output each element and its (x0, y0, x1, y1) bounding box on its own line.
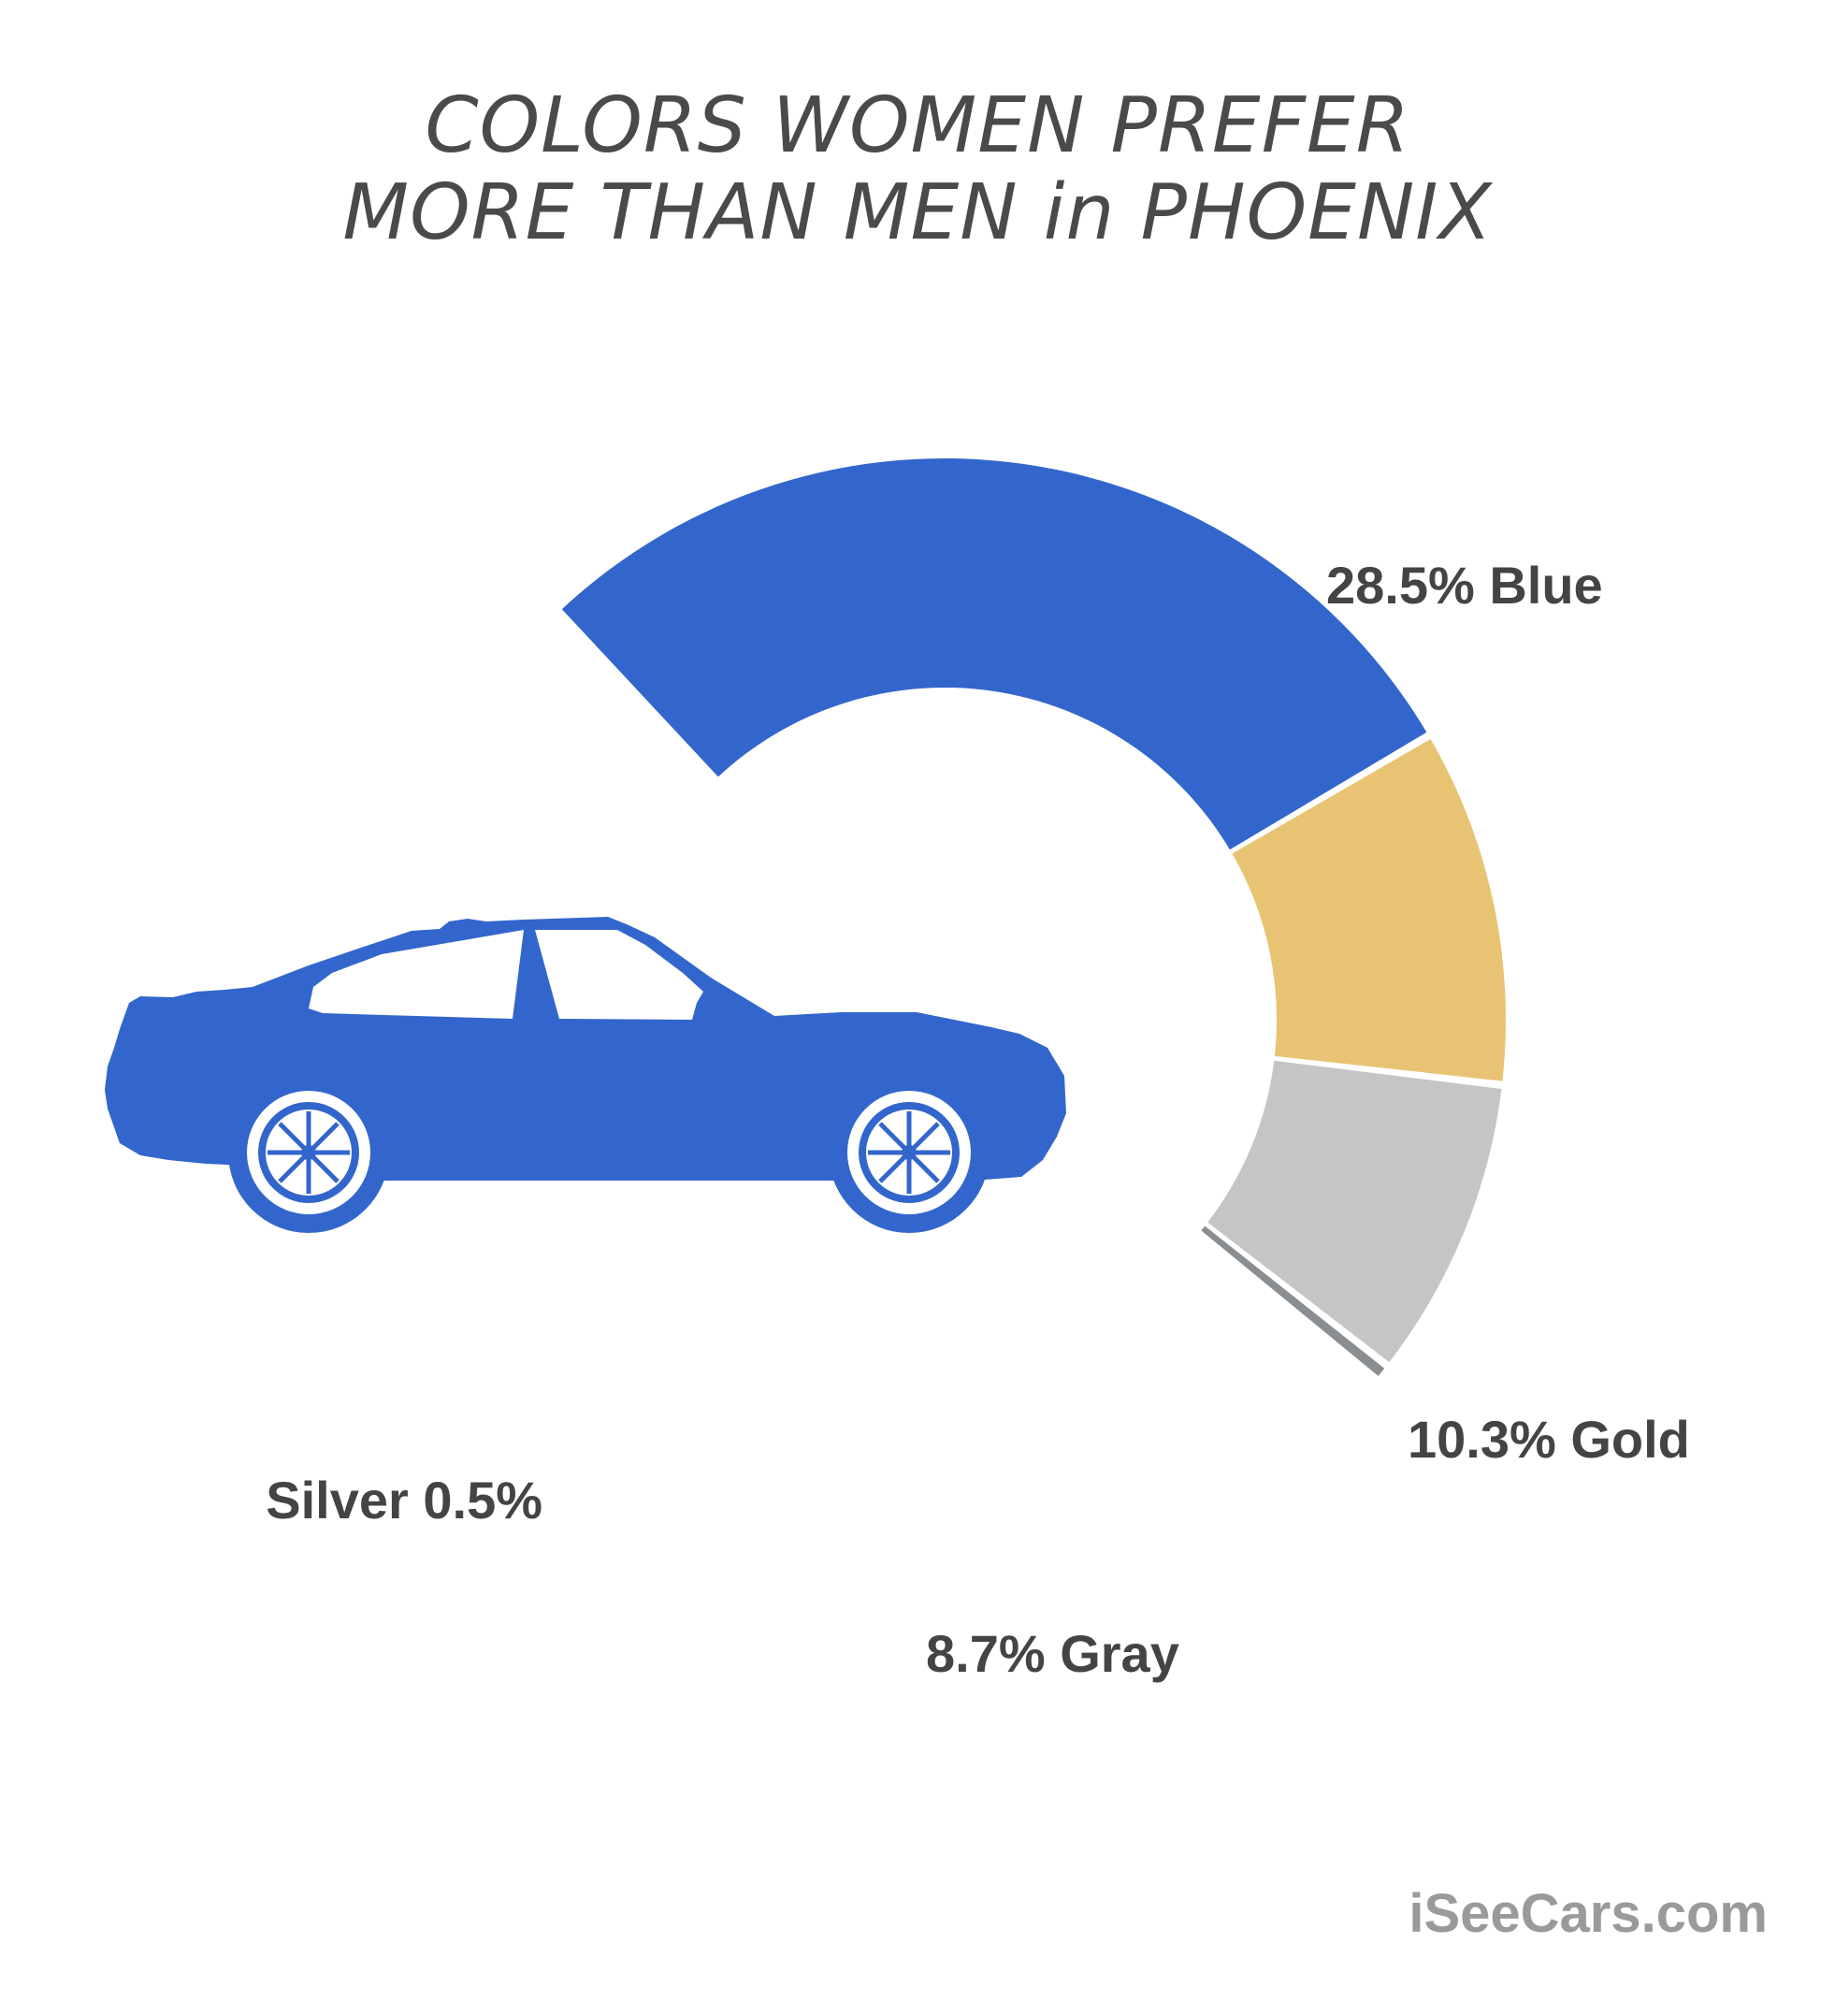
label-gray: 8.7% Gray (926, 1624, 1179, 1683)
label-blue: 28.5% Blue (1326, 556, 1603, 615)
car-rear-window (309, 930, 524, 1019)
slice-silver (1201, 1226, 1385, 1376)
car-silhouette-icon (105, 917, 1066, 1233)
label-gold: 10.3% Gold (1408, 1410, 1690, 1469)
slice-labels: 28.5% Blue 10.3% Gold 8.7% Gray Silver 0… (266, 556, 1690, 1683)
source-credit: iSeeCars.com (1409, 1883, 1768, 1944)
donut-slices (561, 458, 1506, 1376)
slice-gray (1207, 1060, 1502, 1363)
rear-wheel (228, 1072, 389, 1233)
title-line-1: COLORS WOMEN PREFER (425, 81, 1409, 170)
slice-blue (561, 458, 1427, 850)
chart-title: COLORS WOMEN PREFER MORE THAN MEN in PHO… (342, 81, 1493, 257)
front-wheel (829, 1072, 990, 1233)
slice-gold (1232, 739, 1506, 1081)
title-line-2: MORE THAN MEN in PHOENIX (342, 168, 1493, 257)
car-front-window (535, 930, 703, 1020)
label-silver: Silver 0.5% (266, 1471, 542, 1530)
